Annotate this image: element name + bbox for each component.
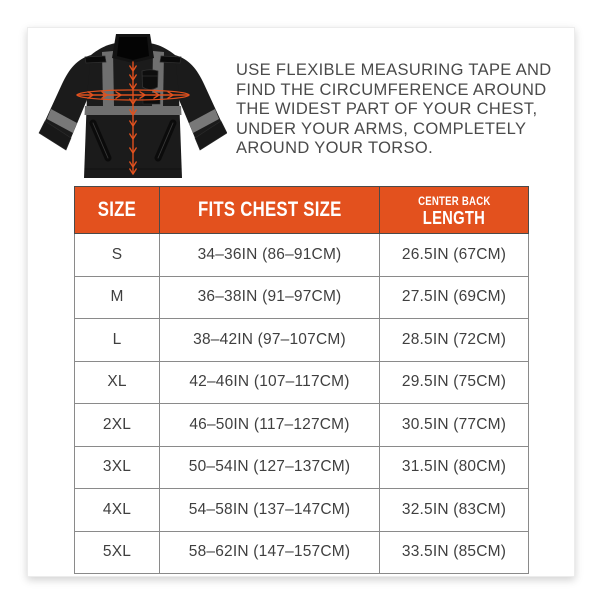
size-cell: 3XL [74, 445, 160, 489]
back-length-cell: 33.5IN (85CM) [379, 530, 529, 574]
back-length-cell: 27.5IN (69CM) [379, 275, 529, 319]
chest-cell: 38–42IN (97–107CM) [159, 318, 380, 362]
measuring-instructions: USE FLEXIBLE MEASURING TAPE AND FIND THE… [236, 61, 581, 159]
table-row: S 34–36IN (86–91CM) 26.5IN (67CM) [74, 233, 529, 277]
chest-cell: 54–58IN (137–147CM) [159, 488, 380, 532]
chest-cell: 58–62IN (147–157CM) [159, 530, 380, 574]
chest-cell: 36–38IN (91–97CM) [159, 275, 380, 319]
instruction-line: UNDER YOUR ARMS, COMPLETELY [236, 119, 527, 138]
jacket-diagram [31, 31, 228, 181]
size-chart-header-row: SIZE FITS CHEST SIZE CENTER BACK LENGTH [74, 186, 529, 234]
jacket-sleeves [38, 55, 228, 151]
size-cell: XL [74, 360, 160, 404]
jacket-illustration-svg [38, 34, 228, 178]
table-row: L 38–42IN (97–107CM) 28.5IN (72CM) [74, 318, 529, 362]
table-row: 4XL 54–58IN (137–147CM) 32.5IN (83CM) [74, 488, 529, 532]
header-fits-chest-size: FITS CHEST SIZE [159, 186, 380, 234]
right-sleeve-stripe [189, 109, 219, 133]
back-length-cell: 30.5IN (77CM) [379, 403, 529, 447]
left-epaulet [84, 55, 107, 64]
chest-cell: 50–54IN (127–137CM) [159, 445, 380, 489]
right-epaulet [159, 55, 182, 64]
header-size: SIZE [74, 186, 160, 234]
size-cell: 4XL [74, 488, 160, 532]
instruction-line: AROUND YOUR TORSO. [236, 139, 434, 158]
chest-cell: 46–50IN (117–127CM) [159, 403, 380, 447]
sizing-info-card: USE FLEXIBLE MEASURING TAPE AND FIND THE… [27, 27, 575, 577]
instruction-line: USE FLEXIBLE MEASURING TAPE AND [236, 61, 552, 79]
table-row: 3XL 50–54IN (127–137CM) 31.5IN (80CM) [74, 445, 529, 489]
measuring-tape-overlay [76, 61, 190, 175]
back-length-cell: 29.5IN (75CM) [379, 360, 529, 404]
instruction-line: FIND THE CIRCUMFERENCE AROUND [236, 80, 547, 99]
size-cell: L [74, 318, 160, 362]
size-chart-table: SIZE FITS CHEST SIZE CENTER BACK LENGTH … [74, 186, 529, 574]
chest-flap [142, 92, 161, 105]
chest-cell: 34–36IN (86–91CM) [159, 233, 380, 277]
jacket-collar [112, 34, 154, 63]
back-length-cell: 26.5IN (67CM) [379, 233, 529, 277]
size-cell: 2XL [74, 403, 160, 447]
back-length-cell: 32.5IN (83CM) [379, 488, 529, 532]
back-length-cell: 28.5IN (72CM) [379, 318, 529, 362]
left-sleeve-stripe [47, 109, 77, 133]
table-row: M 36–38IN (91–97CM) 27.5IN (69CM) [74, 275, 529, 319]
left-chest-stripe [102, 51, 114, 106]
instruction-line: THE WIDEST PART OF YOUR CHEST, [236, 100, 538, 119]
size-cell: M [74, 275, 160, 319]
back-length-cell: 31.5IN (80CM) [379, 445, 529, 489]
table-row: XL 42–46IN (107–117CM) 29.5IN (75CM) [74, 360, 529, 404]
header-center-back-length: CENTER BACK LENGTH [379, 186, 529, 234]
size-cell: S [74, 233, 160, 277]
chest-pocket [141, 69, 159, 90]
table-row: 2XL 46–50IN (117–127CM) 30.5IN (77CM) [74, 403, 529, 447]
chest-cell: 42–46IN (107–117CM) [159, 360, 380, 404]
table-row: 5XL 58–62IN (147–157CM) 33.5IN (85CM) [74, 530, 529, 574]
size-cell: 5XL [74, 530, 160, 574]
